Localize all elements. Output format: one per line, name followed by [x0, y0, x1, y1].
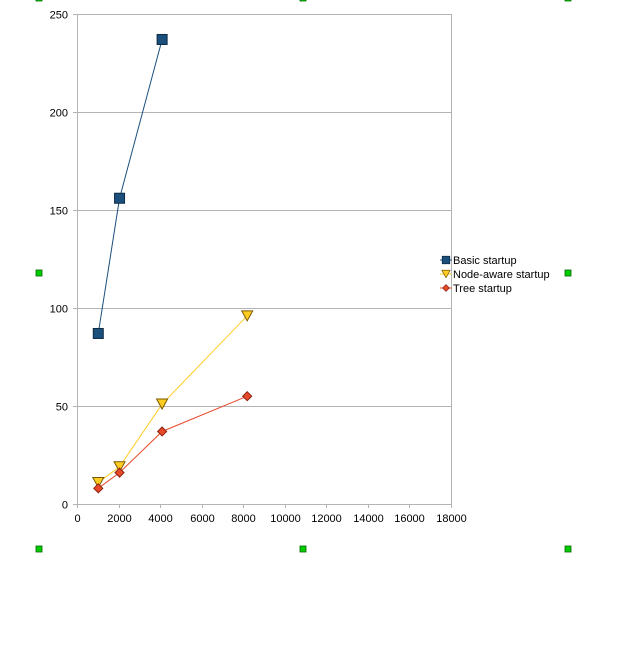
selection-handle	[35, 269, 43, 277]
data-point	[242, 390, 253, 402]
x-tick-label: 6000	[190, 513, 214, 525]
legend-entry-label: Basic startup	[453, 255, 517, 267]
y-tick-label: 0	[62, 500, 68, 512]
data-point	[113, 461, 126, 473]
legend-entry-label: Node-aware startup	[453, 269, 550, 281]
data-point	[114, 467, 125, 478]
selection-handle	[564, 269, 572, 277]
data-point	[156, 426, 168, 437]
data-point	[114, 192, 126, 204]
series-group	[91, 33, 254, 494]
x-tick-label: 10000	[270, 513, 301, 525]
selection-handle	[35, 545, 43, 553]
data-point	[93, 483, 104, 494]
selection-handle	[564, 0, 572, 2]
legend-marker	[441, 255, 451, 265]
gridlines	[77, 14, 451, 505]
series-line-1	[97, 315, 248, 483]
data-point	[91, 476, 105, 489]
x-tick-label: 16000	[394, 513, 425, 525]
selection-handle	[299, 545, 307, 553]
y-tick-label: 250	[50, 10, 68, 22]
x-tick-label: 4000	[148, 513, 172, 525]
data-point	[155, 398, 169, 411]
data-point	[92, 327, 104, 339]
data-point	[240, 310, 254, 322]
legend-marker	[441, 269, 451, 279]
x-tick-label: 18000	[436, 513, 467, 525]
series-line-2	[97, 395, 248, 489]
x-tick-label: 8000	[231, 513, 255, 525]
y-tick-label: 150	[50, 206, 68, 218]
legend: Basic startup Node-aware startup Tree star…	[440, 255, 550, 295]
selection-handles	[35, 0, 572, 553]
axes: 0 50 100 150 200 250 0 2000 4000 6000 8000 10000 120…	[50, 10, 467, 526]
legend-marker	[442, 284, 450, 292]
selection-handle	[299, 0, 307, 2]
selection-handle	[35, 0, 43, 2]
x-tick-label: 0	[74, 513, 80, 525]
legend-entry-label: Tree startup	[453, 283, 512, 295]
x-tick-label: 12000	[311, 513, 342, 525]
data-point	[156, 33, 168, 45]
y-tick-label: 200	[50, 108, 68, 120]
y-tick-label: 50	[56, 402, 68, 414]
y-tick-label: 100	[50, 304, 68, 316]
series-line-0	[97, 39, 163, 334]
x-tick-label: 14000	[353, 513, 384, 525]
x-tick-label: 2000	[107, 513, 131, 525]
selection-handle	[564, 545, 572, 553]
